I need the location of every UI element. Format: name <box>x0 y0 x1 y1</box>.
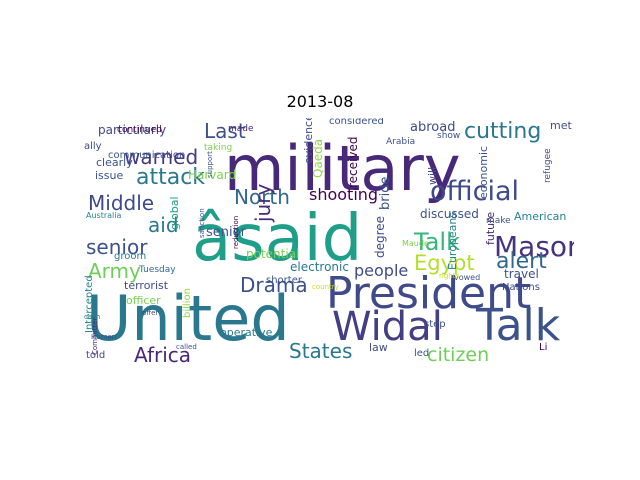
cloud-word: jury <box>251 184 275 223</box>
cloud-word: warned <box>124 145 198 169</box>
cloud-word: refugee <box>543 148 553 183</box>
cloud-word: economic <box>477 146 490 199</box>
cloud-word: ally <box>84 141 102 152</box>
cloud-word: offer <box>142 309 158 317</box>
cloud-word: Committee <box>91 316 99 355</box>
cloud-word: taking <box>204 143 232 153</box>
cloud-word: cutting <box>464 119 541 144</box>
cloud-word: future <box>484 212 497 245</box>
cloud-word: Li <box>539 342 547 353</box>
cloud-word: attack <box>136 165 205 190</box>
cloud-word: North <box>234 185 290 209</box>
cloud-word: vowed <box>454 273 480 282</box>
cloud-word: discussed <box>420 207 479 221</box>
cloud-word: Tuesday <box>138 265 176 275</box>
cloud-word: issue <box>95 169 123 182</box>
cloud-word: continued <box>117 125 162 135</box>
cloud-word: abroad <box>410 120 455 135</box>
cloud-word: travel <box>504 267 539 281</box>
cloud-word: cash <box>84 313 100 321</box>
cloud-word: Qaeda <box>311 139 325 178</box>
cloud-word: Middle <box>88 191 154 215</box>
cloud-word: President <box>326 268 531 319</box>
cloud-word: United <box>86 282 290 355</box>
cloud-word: Mason <box>494 230 574 263</box>
cloud-word: make <box>486 216 511 226</box>
cloud-word: Arabia <box>386 137 415 147</box>
cloud-word: step <box>424 319 446 330</box>
cloud-word: shorter <box>266 275 303 286</box>
cloud-word: Talk <box>475 300 561 351</box>
word-cloud: military âsaid United President Talk Widal Mas… <box>84 118 574 363</box>
cloud-word: particularly <box>98 123 166 137</box>
cloud-word: law <box>369 341 388 354</box>
cloud-word: rights <box>439 272 459 280</box>
cloud-word: shooting <box>309 185 378 204</box>
cloud-word: senior <box>86 235 148 259</box>
cloud-word: called <box>176 343 197 351</box>
cloud-word: considered <box>329 118 384 127</box>
cloud-word: told <box>86 350 105 361</box>
chart-title: 2013-08 <box>286 92 354 111</box>
cloud-word: Egypt <box>414 251 475 275</box>
cloud-word: terrorist <box>124 279 169 292</box>
cloud-word: Widal <box>332 304 443 350</box>
cloud-word: received <box>346 137 360 188</box>
cloud-word: will <box>426 167 439 185</box>
cloud-word: âsaid <box>192 202 362 276</box>
cloud-word: clearly <box>96 156 133 169</box>
cloud-word: led <box>414 348 429 359</box>
cloud-word: officer <box>126 294 161 307</box>
cloud-word: communication <box>108 150 185 161</box>
cloud-word: global <box>168 196 181 230</box>
cloud-word: potential <box>246 247 299 261</box>
cloud-word: people <box>354 261 408 280</box>
cloud-word: billion <box>182 288 193 318</box>
cloud-word: Talk <box>413 228 460 256</box>
cloud-word: Nations <box>502 282 540 293</box>
cloud-word: operative <box>220 326 273 339</box>
cloud-word: groom <box>114 251 146 262</box>
cloud-word: senior <box>206 225 247 240</box>
cloud-word: aid <box>148 213 179 237</box>
cloud-word: evidence <box>302 118 315 164</box>
cloud-word: reduction <box>232 216 240 249</box>
cloud-word: Australia <box>86 211 121 220</box>
cloud-word: military <box>224 132 461 205</box>
cloud-word: support <box>206 151 214 178</box>
cloud-word: Drama <box>240 273 308 297</box>
cloud-word: Last <box>204 119 246 143</box>
cloud-word: country <box>312 283 339 291</box>
cloud-word: show <box>437 131 460 141</box>
cloud-word: Africa <box>134 343 191 363</box>
cloud-word: made <box>228 124 254 134</box>
cloud-word: Harvard <box>188 168 236 182</box>
cloud-word: Army <box>88 259 141 283</box>
cloud-word: electronic <box>290 260 349 274</box>
cloud-word: bride <box>378 177 393 210</box>
cloud-word: sanction <box>198 208 206 238</box>
cloud-word: alert <box>496 249 547 274</box>
cloud-word: degree <box>373 216 387 258</box>
cloud-word: Human <box>91 333 116 341</box>
cloud-word: met <box>550 119 572 132</box>
cloud-word: Intercepted <box>84 275 95 333</box>
cloud-word: Europeans <box>446 212 459 270</box>
cloud-word: official <box>430 176 519 207</box>
cloud-word: Maude <box>402 239 429 248</box>
cloud-word: American <box>514 210 566 223</box>
cloud-word: citizen <box>427 344 489 363</box>
cloud-word: States <box>289 339 352 363</box>
